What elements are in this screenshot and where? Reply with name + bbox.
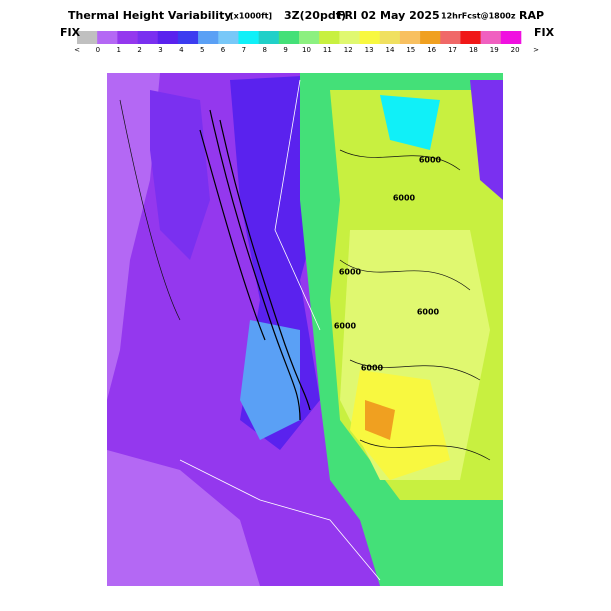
contour-label: 6000	[419, 156, 442, 165]
scale-swatch	[480, 31, 502, 44]
title: Thermal Height Variability[x1000ft] 3Z(20…	[68, 9, 544, 22]
scale-label: 13	[365, 46, 374, 54]
title-part: 3Z(20pdt)	[284, 9, 346, 22]
scale-label: 3	[158, 46, 162, 54]
scale-label: 11	[323, 46, 332, 54]
scale-label: 19	[490, 46, 499, 54]
scale-label: 18	[469, 46, 478, 54]
terrain-region	[240, 320, 300, 440]
contour-label: 6000	[361, 364, 384, 373]
scale-swatch	[97, 31, 118, 44]
scale-swatch	[500, 31, 522, 44]
map: 6000 6000 6000 6000 6000 6000	[107, 73, 503, 586]
contour-line	[199, 109, 311, 421]
scale-swatch	[117, 31, 138, 44]
fix-left: FIX	[60, 26, 81, 39]
scale-label: 8	[263, 46, 267, 54]
scale-label: 0	[96, 46, 100, 54]
scale-label: 6	[221, 46, 226, 54]
scale-swatch	[460, 31, 481, 44]
state-border	[179, 79, 381, 581]
scale-swatch	[420, 31, 441, 44]
scale-label: 10	[302, 46, 311, 54]
scale-swatch	[77, 31, 98, 44]
scale-swatch	[137, 31, 159, 44]
scale-swatch	[238, 31, 259, 44]
scale-label: >	[533, 46, 539, 54]
scale-label: 15	[406, 46, 415, 54]
scale-swatch	[218, 31, 239, 44]
terrain-region	[350, 370, 450, 480]
contour-label: 6000	[417, 308, 440, 317]
scale-swatch	[198, 31, 219, 44]
scale-label: 7	[242, 46, 246, 54]
title-part: Thermal Height Variability	[68, 9, 232, 22]
contour-labels: 6000 6000 6000 6000 6000 6000	[334, 156, 442, 373]
terrain-region	[365, 400, 395, 440]
title-part: [x1000ft]	[230, 12, 272, 21]
scale-label: 1	[116, 46, 120, 54]
color-scale: <0 1 2 3 4 5 6 7 8 9 10 11 12 13 14 15 16 17 18 19 20 >	[74, 31, 539, 54]
title-part: FRI 02 May 2025	[337, 9, 440, 22]
contour-line	[119, 99, 491, 461]
scale-swatch	[258, 31, 280, 44]
scale-label: 9	[283, 46, 287, 54]
title-part: 12hrFcst@1800z	[441, 12, 516, 21]
scale-swatch	[399, 31, 421, 44]
terrain-region	[380, 95, 440, 150]
contour-label: 6000	[339, 268, 362, 277]
scale-label: 2	[137, 46, 141, 54]
scale-label: 16	[427, 46, 436, 54]
scale-swatch	[319, 31, 340, 44]
scale-swatch	[440, 31, 461, 44]
contour-label: 6000	[393, 194, 416, 203]
scale-swatch	[359, 31, 381, 44]
scale-label: 5	[200, 46, 204, 54]
scale-label: 20	[511, 46, 520, 54]
scale-label: 14	[385, 46, 394, 54]
scale-label: <	[74, 46, 80, 54]
contour-label: 6000	[334, 322, 357, 331]
scale-swatch	[157, 31, 179, 44]
scale-swatch	[339, 31, 360, 44]
scale-swatch	[177, 31, 199, 44]
scale-label: 4	[179, 46, 184, 54]
terrain-region	[150, 90, 210, 260]
scale-swatch	[379, 31, 401, 44]
fix-right: FIX	[534, 26, 555, 39]
ocean-region	[107, 73, 160, 400]
ocean-region	[107, 450, 260, 586]
scale-label: 17	[448, 46, 457, 54]
scale-swatch	[278, 31, 300, 44]
title-part: RAP	[519, 9, 544, 22]
scale-label: 12	[344, 46, 353, 54]
scale-swatch	[299, 31, 320, 44]
terrain-region	[470, 80, 503, 200]
